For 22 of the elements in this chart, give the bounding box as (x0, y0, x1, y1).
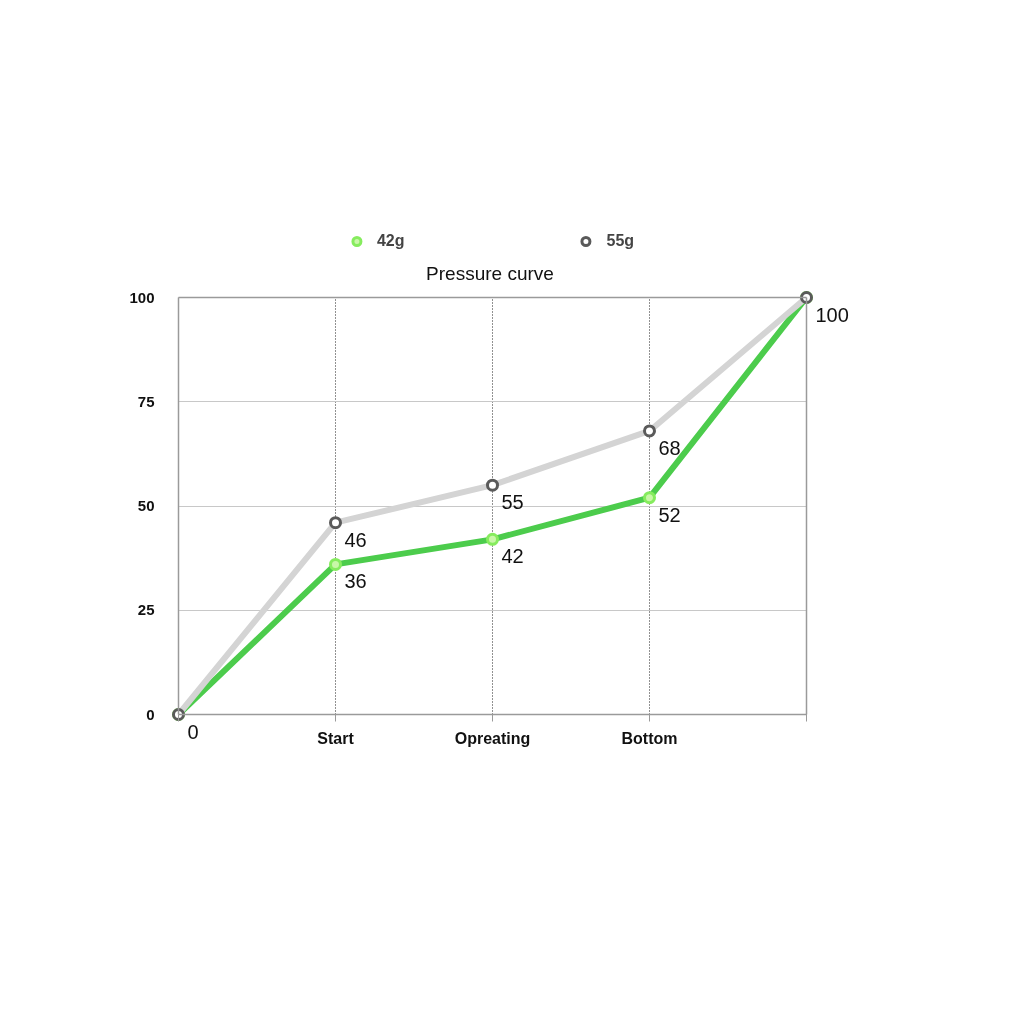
point (486, 478, 499, 492)
legend-label: 55g (606, 232, 635, 250)
point (329, 516, 342, 530)
data-label: 68 (658, 436, 681, 459)
point (643, 424, 656, 438)
y-tick-label: 25 (137, 601, 155, 619)
x-tick-label: Start (317, 729, 355, 747)
data-label: 0 (187, 720, 199, 743)
y-tick-label: 75 (137, 392, 155, 410)
chart-title: Pressure curve (426, 262, 554, 284)
data-label: 36 (344, 570, 367, 593)
legend-label: 42g (376, 232, 405, 250)
y-tick-label: 100 (129, 288, 155, 306)
y-tick-label: 0 (146, 705, 155, 723)
data-label: 52 (658, 503, 681, 526)
x-tick-label: Bottom (621, 729, 678, 747)
data-label: 55 (501, 491, 524, 514)
data-label: 46 (344, 528, 367, 551)
y-tick-label: 50 (137, 497, 155, 514)
x-tick-label: Opreating (454, 729, 531, 747)
data-label: 100 (815, 303, 849, 326)
data-label: 42 (501, 545, 524, 568)
